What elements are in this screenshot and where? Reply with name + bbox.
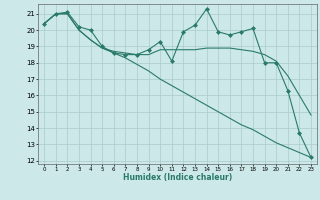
X-axis label: Humidex (Indice chaleur): Humidex (Indice chaleur) — [123, 173, 232, 182]
